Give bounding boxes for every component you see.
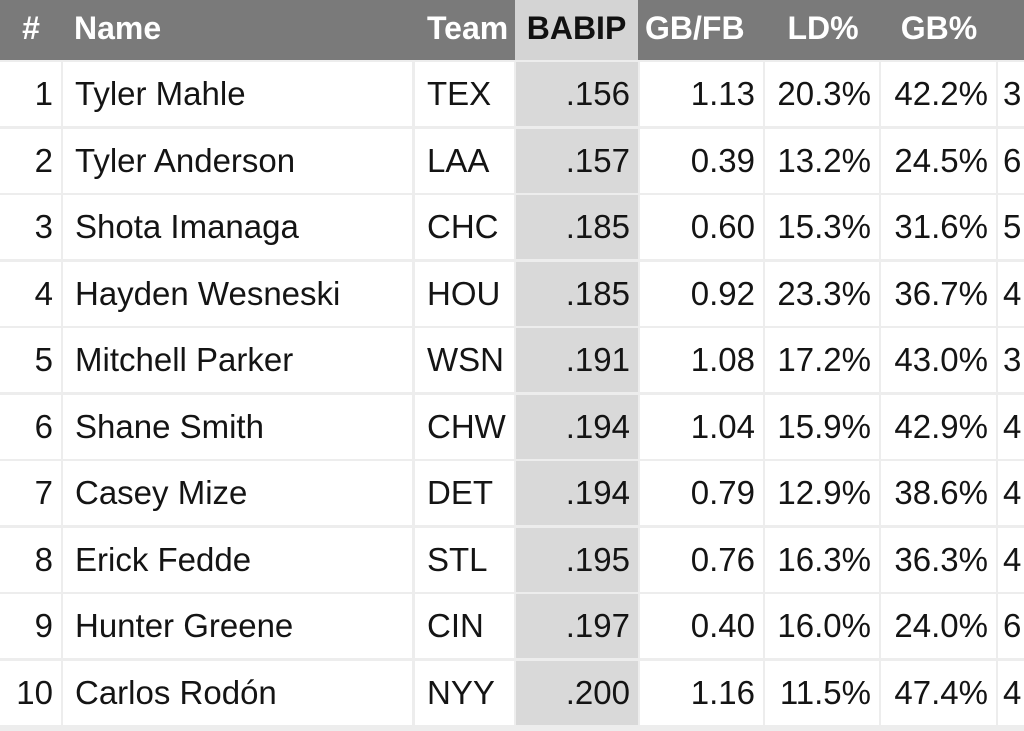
cell-babip: .194 <box>516 461 638 525</box>
cell-rank: 9 <box>0 594 61 658</box>
column-header-rank[interactable]: # <box>22 10 40 46</box>
column-header-team[interactable]: Team <box>427 10 509 46</box>
cell-team: STL <box>415 527 514 592</box>
cell-next: 6 <box>998 128 1024 193</box>
cell-gbfb: 0.92 <box>640 261 763 326</box>
cell-next: 4 <box>998 527 1024 592</box>
cell-name[interactable]: Erick Fedde <box>63 527 412 592</box>
cell-rank: 10 <box>0 660 61 725</box>
cell-name[interactable]: Hayden Wesneski <box>63 261 412 326</box>
cell-team: CHW <box>415 394 514 459</box>
table-header: # Name Team BABIP GB/FB LD% GB% <box>0 0 1024 60</box>
cell-gbfb: 1.13 <box>640 62 763 126</box>
cell-babip: .156 <box>516 62 638 126</box>
cell-gb: 24.0% <box>881 594 996 658</box>
cell-next: 3 <box>998 328 1024 392</box>
cell-ld: 15.3% <box>765 195 879 259</box>
cell-name[interactable]: Mitchell Parker <box>63 328 412 392</box>
cell-gbfb: 1.16 <box>640 660 763 725</box>
cell-gb: 31.6% <box>881 195 996 259</box>
table-row[interactable]: 10 Carlos Rodón NYY .200 1.16 11.5% 47.4% 4 <box>0 660 1024 727</box>
cell-next: 3 <box>998 62 1024 126</box>
table-row[interactable]: 6 Shane Smith CHW .194 1.04 15.9% 42.9% 4 <box>0 394 1024 461</box>
cell-team: NYY <box>415 660 514 725</box>
cell-gb: 38.6% <box>881 461 996 525</box>
cell-rank: 1 <box>0 62 61 126</box>
column-header-gb[interactable]: GB% <box>900 10 978 46</box>
cell-rank: 6 <box>0 394 61 459</box>
cell-name[interactable]: Casey Mize <box>63 461 412 525</box>
cell-ld: 23.3% <box>765 261 879 326</box>
cell-rank: 5 <box>0 328 61 392</box>
column-header-ld[interactable]: LD% <box>787 10 859 46</box>
column-header-gbfb[interactable]: GB/FB <box>645 10 745 46</box>
cell-babip: .194 <box>516 394 638 459</box>
cell-team: WSN <box>415 328 514 392</box>
cell-rank: 8 <box>0 527 61 592</box>
table-row[interactable]: 5 Mitchell Parker WSN .191 1.08 17.2% 43.0% 3 <box>0 328 1024 394</box>
cell-team: TEX <box>415 62 514 126</box>
cell-ld: 15.9% <box>765 394 879 459</box>
cell-gbfb: 0.39 <box>640 128 763 193</box>
cell-team: CHC <box>415 195 514 259</box>
cell-name[interactable]: Hunter Greene <box>63 594 412 658</box>
cell-gbfb: 0.40 <box>640 594 763 658</box>
cell-gb: 42.2% <box>881 62 996 126</box>
table-row[interactable]: 2 Tyler Anderson LAA .157 0.39 13.2% 24.5% 6 <box>0 128 1024 195</box>
cell-babip: .195 <box>516 527 638 592</box>
cell-rank: 7 <box>0 461 61 525</box>
cell-name[interactable]: Tyler Anderson <box>63 128 412 193</box>
cell-gbfb: 0.60 <box>640 195 763 259</box>
cell-next: 4 <box>998 394 1024 459</box>
table-row[interactable]: 3 Shota Imanaga CHC .185 0.60 15.3% 31.6% 5 <box>0 195 1024 261</box>
table-row[interactable]: 4 Hayden Wesneski HOU .185 0.92 23.3% 36.7% 4 <box>0 261 1024 328</box>
cell-gb: 24.5% <box>881 128 996 193</box>
cell-babip: .200 <box>516 660 638 725</box>
cell-name[interactable]: Shane Smith <box>63 394 412 459</box>
cell-gbfb: 1.08 <box>640 328 763 392</box>
cell-rank: 2 <box>0 128 61 193</box>
table-row[interactable]: 1 Tyler Mahle TEX .156 1.13 20.3% 42.2% 3 <box>0 62 1024 128</box>
cell-gb: 43.0% <box>881 328 996 392</box>
cell-gbfb: 0.79 <box>640 461 763 525</box>
table-row[interactable]: 7 Casey Mize DET .194 0.79 12.9% 38.6% 4 <box>0 461 1024 527</box>
cell-next: 4 <box>998 461 1024 525</box>
cell-name[interactable]: Shota Imanaga <box>63 195 412 259</box>
cell-gb: 47.4% <box>881 660 996 725</box>
cell-babip: .185 <box>516 195 638 259</box>
column-header-name[interactable]: Name <box>74 10 162 46</box>
cell-ld: 16.0% <box>765 594 879 658</box>
cell-rank: 3 <box>0 195 61 259</box>
cell-team: LAA <box>415 128 514 193</box>
cell-babip: .197 <box>516 594 638 658</box>
cell-ld: 16.3% <box>765 527 879 592</box>
table-row[interactable]: 9 Hunter Greene CIN .197 0.40 16.0% 24.0% 6 <box>0 594 1024 660</box>
cell-team: HOU <box>415 261 514 326</box>
cell-rank: 4 <box>0 261 61 326</box>
cell-next: 6 <box>998 594 1024 658</box>
cell-babip: .185 <box>516 261 638 326</box>
cell-name[interactable]: Carlos Rodón <box>63 660 412 725</box>
cell-ld: 17.2% <box>765 328 879 392</box>
cell-ld: 20.3% <box>765 62 879 126</box>
table-row[interactable]: 8 Erick Fedde STL .195 0.76 16.3% 36.3% 4 <box>0 527 1024 594</box>
cell-gbfb: 0.76 <box>640 527 763 592</box>
cell-team: CIN <box>415 594 514 658</box>
cell-gbfb: 1.04 <box>640 394 763 459</box>
cell-gb: 36.3% <box>881 527 996 592</box>
cell-team: DET <box>415 461 514 525</box>
cell-ld: 12.9% <box>765 461 879 525</box>
cell-babip: .191 <box>516 328 638 392</box>
column-header-babip[interactable]: BABIP <box>515 0 638 60</box>
cell-ld: 13.2% <box>765 128 879 193</box>
cell-next: 4 <box>998 660 1024 725</box>
cell-next: 5 <box>998 195 1024 259</box>
cell-next: 4 <box>998 261 1024 326</box>
cell-ld: 11.5% <box>765 660 879 725</box>
cell-babip: .157 <box>516 128 638 193</box>
cell-gb: 36.7% <box>881 261 996 326</box>
cell-gb: 42.9% <box>881 394 996 459</box>
cell-name[interactable]: Tyler Mahle <box>63 62 412 126</box>
